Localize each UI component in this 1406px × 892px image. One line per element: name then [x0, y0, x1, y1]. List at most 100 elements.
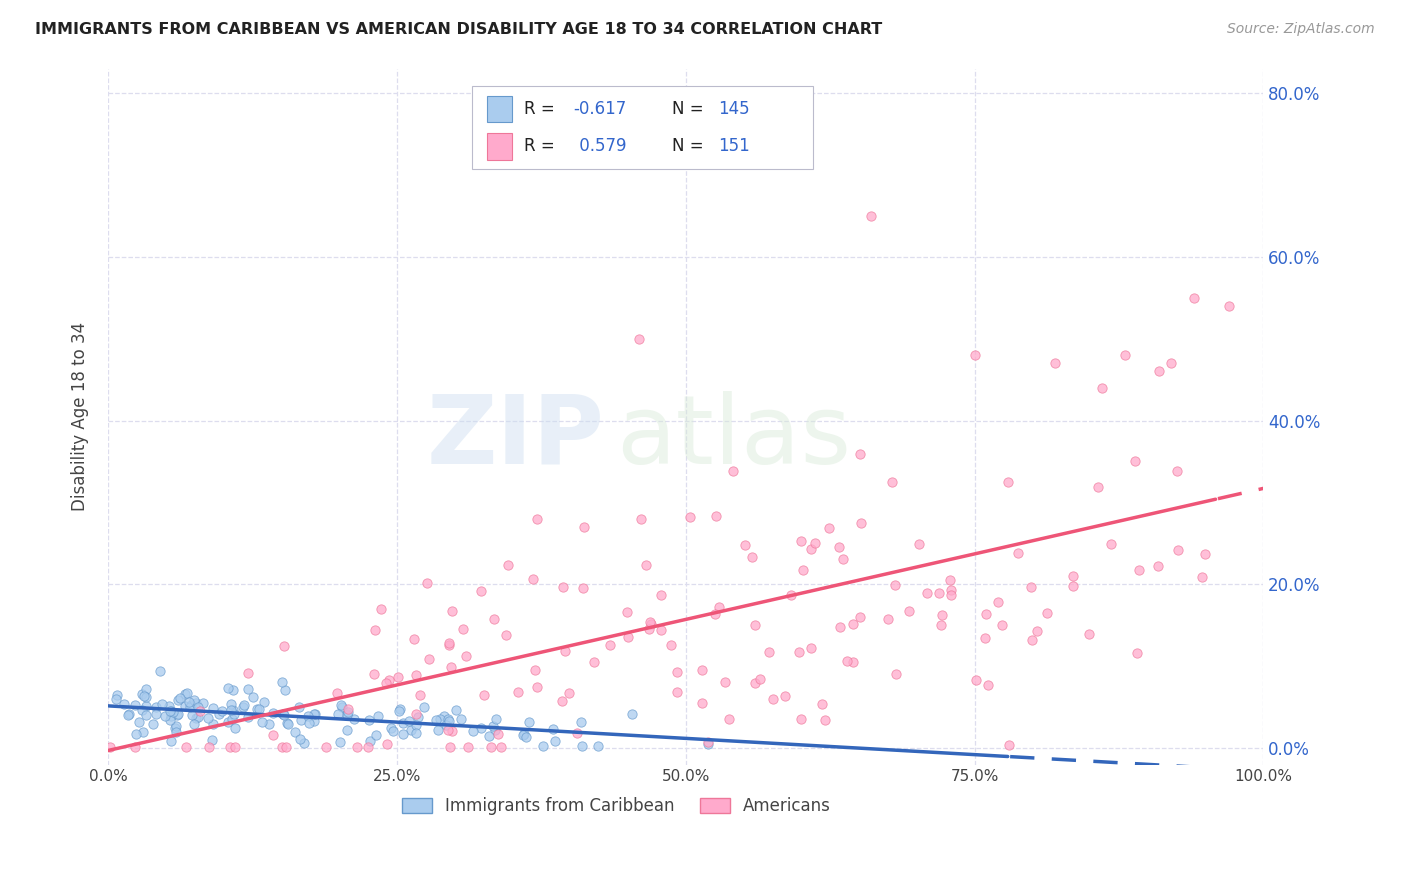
Text: 145: 145 — [718, 100, 749, 118]
Point — [628, 332, 651, 346]
Point — [406, 710, 429, 724]
Point — [132, 689, 155, 703]
Point — [439, 740, 461, 755]
Point — [153, 709, 176, 723]
Point — [98, 740, 121, 755]
Point — [678, 510, 700, 524]
Point — [939, 588, 962, 602]
Point — [638, 615, 661, 629]
Point — [884, 578, 907, 592]
Point — [183, 693, 205, 707]
Point — [433, 709, 456, 723]
Point — [330, 699, 353, 714]
Point — [105, 688, 128, 702]
Point — [304, 706, 326, 721]
Point — [749, 672, 772, 686]
Point — [773, 690, 796, 704]
Point — [238, 682, 260, 697]
Point — [457, 740, 479, 755]
Point — [517, 714, 540, 729]
Point — [550, 694, 572, 708]
Point — [941, 582, 963, 597]
Point — [367, 708, 389, 723]
Point — [1149, 364, 1171, 378]
Point — [451, 622, 474, 636]
Point — [481, 719, 503, 733]
Point — [571, 581, 593, 595]
Point — [405, 668, 427, 682]
Point — [440, 604, 463, 618]
Point — [897, 604, 920, 618]
Point — [181, 708, 204, 723]
Point — [640, 616, 662, 631]
Point — [326, 706, 349, 721]
Point — [485, 712, 508, 726]
Text: IMMIGRANTS FROM CARIBBEAN VS AMERICAN DISABILITY AGE 18 TO 34 CORRELATION CHART: IMMIGRANTS FROM CARIBBEAN VS AMERICAN DI… — [35, 22, 883, 37]
Point — [744, 617, 766, 632]
Point — [741, 549, 763, 564]
Point — [375, 737, 398, 751]
Point — [1128, 563, 1150, 577]
Point — [787, 645, 810, 659]
Point — [877, 612, 900, 626]
Legend: Immigrants from Caribbean, Americans: Immigrants from Caribbean, Americans — [402, 797, 831, 815]
Point — [437, 636, 460, 650]
Point — [236, 710, 259, 724]
Point — [145, 706, 167, 721]
Point — [792, 563, 814, 577]
Point — [621, 706, 644, 721]
Point — [666, 665, 689, 679]
Point — [252, 714, 274, 729]
Point — [167, 706, 190, 721]
Point — [766, 119, 789, 133]
Point — [1167, 542, 1189, 557]
Point — [183, 716, 205, 731]
Point — [364, 623, 387, 637]
Point — [277, 717, 299, 731]
Point — [659, 638, 682, 652]
Point — [713, 675, 735, 690]
Point — [262, 706, 284, 720]
Point — [298, 715, 321, 730]
Point — [418, 651, 440, 665]
Point — [253, 695, 276, 709]
Point — [704, 508, 727, 523]
Point — [222, 683, 245, 698]
Point — [118, 707, 141, 722]
Point — [486, 727, 509, 741]
Point — [336, 723, 359, 737]
Point — [697, 737, 720, 751]
Point — [211, 704, 233, 718]
Point — [124, 740, 146, 755]
Point — [329, 698, 352, 712]
Point — [259, 717, 281, 731]
Point — [849, 516, 872, 530]
Point — [219, 740, 242, 755]
Point — [1114, 348, 1136, 362]
Point — [425, 713, 447, 727]
Point — [1062, 569, 1084, 583]
Point — [236, 666, 259, 681]
Point — [1007, 546, 1029, 560]
Text: 0.579: 0.579 — [574, 137, 626, 155]
Point — [472, 689, 495, 703]
Y-axis label: Disability Age 18 to 34: Disability Age 18 to 34 — [72, 322, 89, 511]
Text: ZIP: ZIP — [427, 391, 605, 483]
Point — [496, 558, 519, 573]
Text: atlas: atlas — [616, 391, 852, 483]
Point — [276, 716, 298, 731]
Point — [389, 702, 412, 716]
Point — [329, 735, 352, 749]
Point — [224, 740, 246, 755]
Point — [882, 475, 904, 489]
Point — [478, 729, 501, 743]
Point — [636, 558, 658, 573]
Point — [160, 734, 183, 748]
Point — [290, 731, 312, 746]
Point — [495, 628, 517, 642]
Point — [734, 538, 756, 552]
Point — [484, 723, 506, 738]
Point — [135, 682, 157, 697]
Point — [551, 580, 574, 594]
Point — [388, 704, 411, 718]
